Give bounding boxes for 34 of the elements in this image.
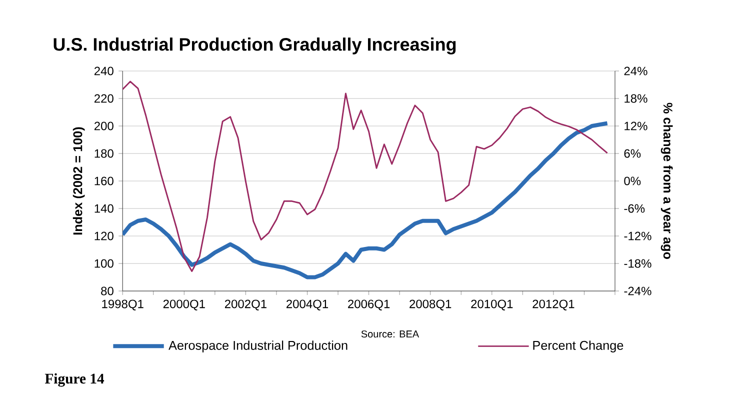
y2-tick-label: -12% [624,232,652,240]
legend-label: Aerospace Industrial Production [168,340,348,352]
x-tick-label: 2006Q1 [348,300,390,310]
y-tick-label: 80 [101,286,114,296]
x-tick-label: 2008Q1 [410,300,452,310]
y-tick-label: 240 [94,66,114,76]
line-series [122,80,608,272]
x-tick-label: 2000Q1 [163,300,205,310]
caption: Figure 14 [44,373,104,387]
y-tick-label: 200 [94,122,114,130]
source-note: Source: BEA [361,330,420,338]
y-tick-label: 100 [94,259,114,268]
y2-tick-label: -6% [624,204,645,213]
y2-tick-label: -18% [624,259,652,268]
y2-tick-label: -24% [624,286,652,296]
x-tick-label: 2002Q1 [224,300,266,310]
y-tick-label: 160 [94,176,114,186]
y2-tick-label: 24% [624,66,648,76]
y2-tick-label: 6% [624,149,641,158]
y-tick-label: 120 [94,232,114,240]
x-tick-label: 2004Q1 [286,300,328,310]
y2-tick-label: 12% [624,122,648,130]
x-tick-label: 1998Q1 [102,300,144,310]
y-tick-label: 180 [94,149,114,158]
y2-tick-label: 18% [624,94,648,103]
x-tick-label: 2012Q1 [532,300,574,310]
y-tick-label: 220 [94,94,114,103]
y-axis-title: Index (2002 = 100) [72,127,85,235]
y-tick-label: 140 [94,204,114,213]
legend-label: Percent Change [533,340,624,352]
x-tick-label: 2010Q1 [471,300,513,310]
y2-tick-label: 0% [624,176,641,186]
chart-title: U.S. Industrial Production Gradually Increasing [54,38,456,54]
y2-axis-title: % change from a year ago [660,102,673,259]
